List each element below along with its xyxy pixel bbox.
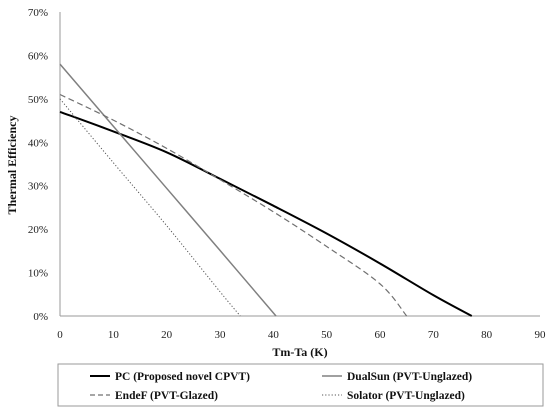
series-line-1 xyxy=(59,110,473,317)
legend-label-4: Solator (PVT-Unglazed) xyxy=(347,390,465,402)
x-tick-label: 90 xyxy=(535,329,547,341)
legend-box xyxy=(57,363,544,407)
x-tick-label: 40 xyxy=(268,329,280,341)
series-layer xyxy=(59,63,473,317)
legend-label-2: DualSun (PVT-Unglazed) xyxy=(347,371,472,383)
legend: PC (Proposed novel CPVT) DualSun (PVT-Ung… xyxy=(57,363,544,407)
x-tick-label: 50 xyxy=(321,329,333,341)
series-line-2 xyxy=(59,63,277,317)
x-tick-label: 30 xyxy=(215,329,227,341)
y-tick-label: 10% xyxy=(28,268,48,280)
x-tick-label: 0 xyxy=(57,329,63,341)
x-tick-label: 10 xyxy=(108,329,120,341)
series-line-4 xyxy=(59,98,241,317)
x-tick-label: 70 xyxy=(428,329,440,341)
y-tick-label: 70% xyxy=(28,7,48,19)
x-axis-tick-labels: 0 10 20 30 40 50 60 70 80 90 xyxy=(57,329,546,341)
x-tick-label: 60 xyxy=(375,329,387,341)
x-axis-title: Tm-Ta (K) xyxy=(272,345,327,359)
x-tick-label: 80 xyxy=(481,329,493,341)
y-axis-title: Thermal Efficiency xyxy=(5,116,19,215)
y-tick-label: 30% xyxy=(28,181,48,193)
y-tick-label: 60% xyxy=(28,50,48,62)
legend-items: PC (Proposed novel CPVT) DualSun (PVT-Ung… xyxy=(90,371,472,402)
series-line-3 xyxy=(59,93,408,317)
x-tick-label: 20 xyxy=(161,329,173,341)
y-tick-label: 0% xyxy=(33,311,48,323)
legend-label-1: PC (Proposed novel CPVT) xyxy=(115,371,250,383)
legend-label-3: EndeF (PVT-Glazed) xyxy=(115,390,218,402)
y-tick-label: 50% xyxy=(28,94,48,106)
y-tick-label: 20% xyxy=(28,224,48,236)
y-axis-tick-labels: 0% 10% 20% 30% 40% 50% 60% 70% xyxy=(28,7,48,323)
y-tick-label: 40% xyxy=(28,137,48,149)
